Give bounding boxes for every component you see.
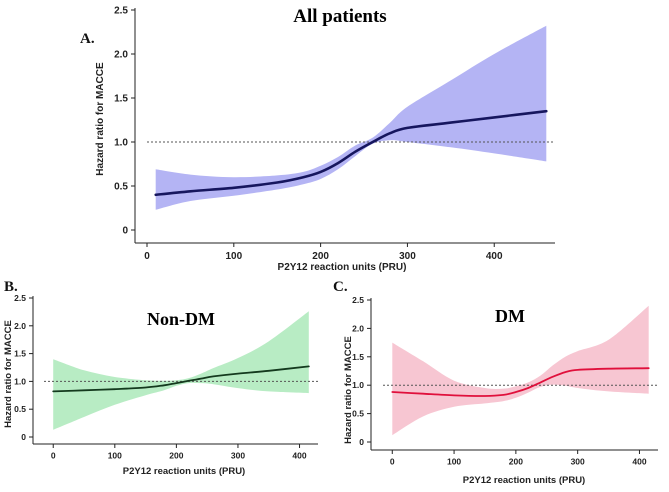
x-tick-label: 200	[509, 457, 523, 467]
y-tick-label: 0	[21, 432, 26, 442]
y-tick-label: 1.0	[352, 380, 364, 390]
x-axis-label: P2Y12 reaction units (PRU)	[123, 466, 245, 477]
hazard-ratio-line	[52, 365, 310, 393]
x-tick-label: 100	[447, 457, 461, 467]
x-tick-label: 300	[231, 451, 245, 461]
x-tick-label: 100	[108, 451, 122, 461]
confidence-band	[53, 311, 309, 430]
x-tick-label: 100	[225, 251, 242, 262]
x-tick-label: 400	[486, 251, 503, 262]
x-tick-label: 200	[312, 251, 329, 262]
y-axis-label: Hazard ratio for MACCE	[3, 320, 14, 428]
x-tick-label: 0	[144, 251, 150, 262]
confidence-band	[392, 305, 649, 436]
y-tick-label: 0	[359, 437, 364, 447]
x-tick-label: 400	[292, 451, 306, 461]
y-axis-label: Hazard ratio for MACCE	[95, 62, 106, 176]
y-axis-label: Hazard ratio for MACCE	[343, 336, 354, 444]
y-tick-label: 1.5	[352, 352, 364, 362]
y-tick-label: 2.0	[352, 323, 364, 333]
panel-label: C.	[333, 279, 348, 295]
y-tick-label: 0.5	[114, 182, 128, 193]
hazard-ratio-line	[391, 367, 650, 397]
y-tick-label: 2.5	[14, 293, 26, 303]
y-tick-label: 2.0	[114, 50, 128, 61]
y-tick-label: 1.0	[114, 138, 128, 149]
x-axis-label: P2Y12 reaction units (PRU)	[278, 262, 407, 273]
y-tick-label: 1.5	[14, 349, 26, 359]
x-tick-label: 0	[51, 451, 56, 461]
y-tick-label: 1.0	[14, 376, 26, 386]
hazard-ratio-line	[154, 109, 548, 197]
chart-panel-2: 0 0.5 1.0 1.5 2.0 2.5 0 100 200 300 400 P2Y12 react…	[3, 279, 318, 477]
y-tick-label: 0	[122, 226, 128, 237]
x-tick-label: 300	[571, 457, 585, 467]
chart-title: All patients	[293, 6, 386, 27]
y-tick-label: 0.5	[14, 404, 26, 414]
chart-title: DM	[495, 306, 525, 326]
chart-panel-3: 0 0.5 1.0 1.5 2.0 2.5 0 100 200 300 400 P2Y12 react…	[333, 279, 658, 486]
x-axis-label: P2Y12 reaction units (PRU)	[463, 475, 585, 486]
y-tick-label: 1.5	[114, 94, 128, 105]
y-tick-label: 2.5	[114, 6, 128, 17]
chart-panel-1: 0 0.5 1.0 1.5 2.0 2.5 0 100 200 300 400 P2Y12 react…	[80, 6, 555, 273]
x-tick-label: 400	[632, 457, 646, 467]
x-tick-label: 300	[399, 251, 416, 262]
panel-label: B.	[4, 279, 18, 295]
y-tick-label: 2.5	[352, 295, 364, 305]
y-tick-label: 0.5	[352, 409, 364, 419]
y-tick-label: 2.0	[14, 321, 26, 331]
panel-label: A.	[80, 31, 95, 47]
x-tick-label: 0	[390, 457, 395, 467]
x-tick-label: 200	[169, 451, 183, 461]
chart-title: Non-DM	[147, 309, 215, 329]
